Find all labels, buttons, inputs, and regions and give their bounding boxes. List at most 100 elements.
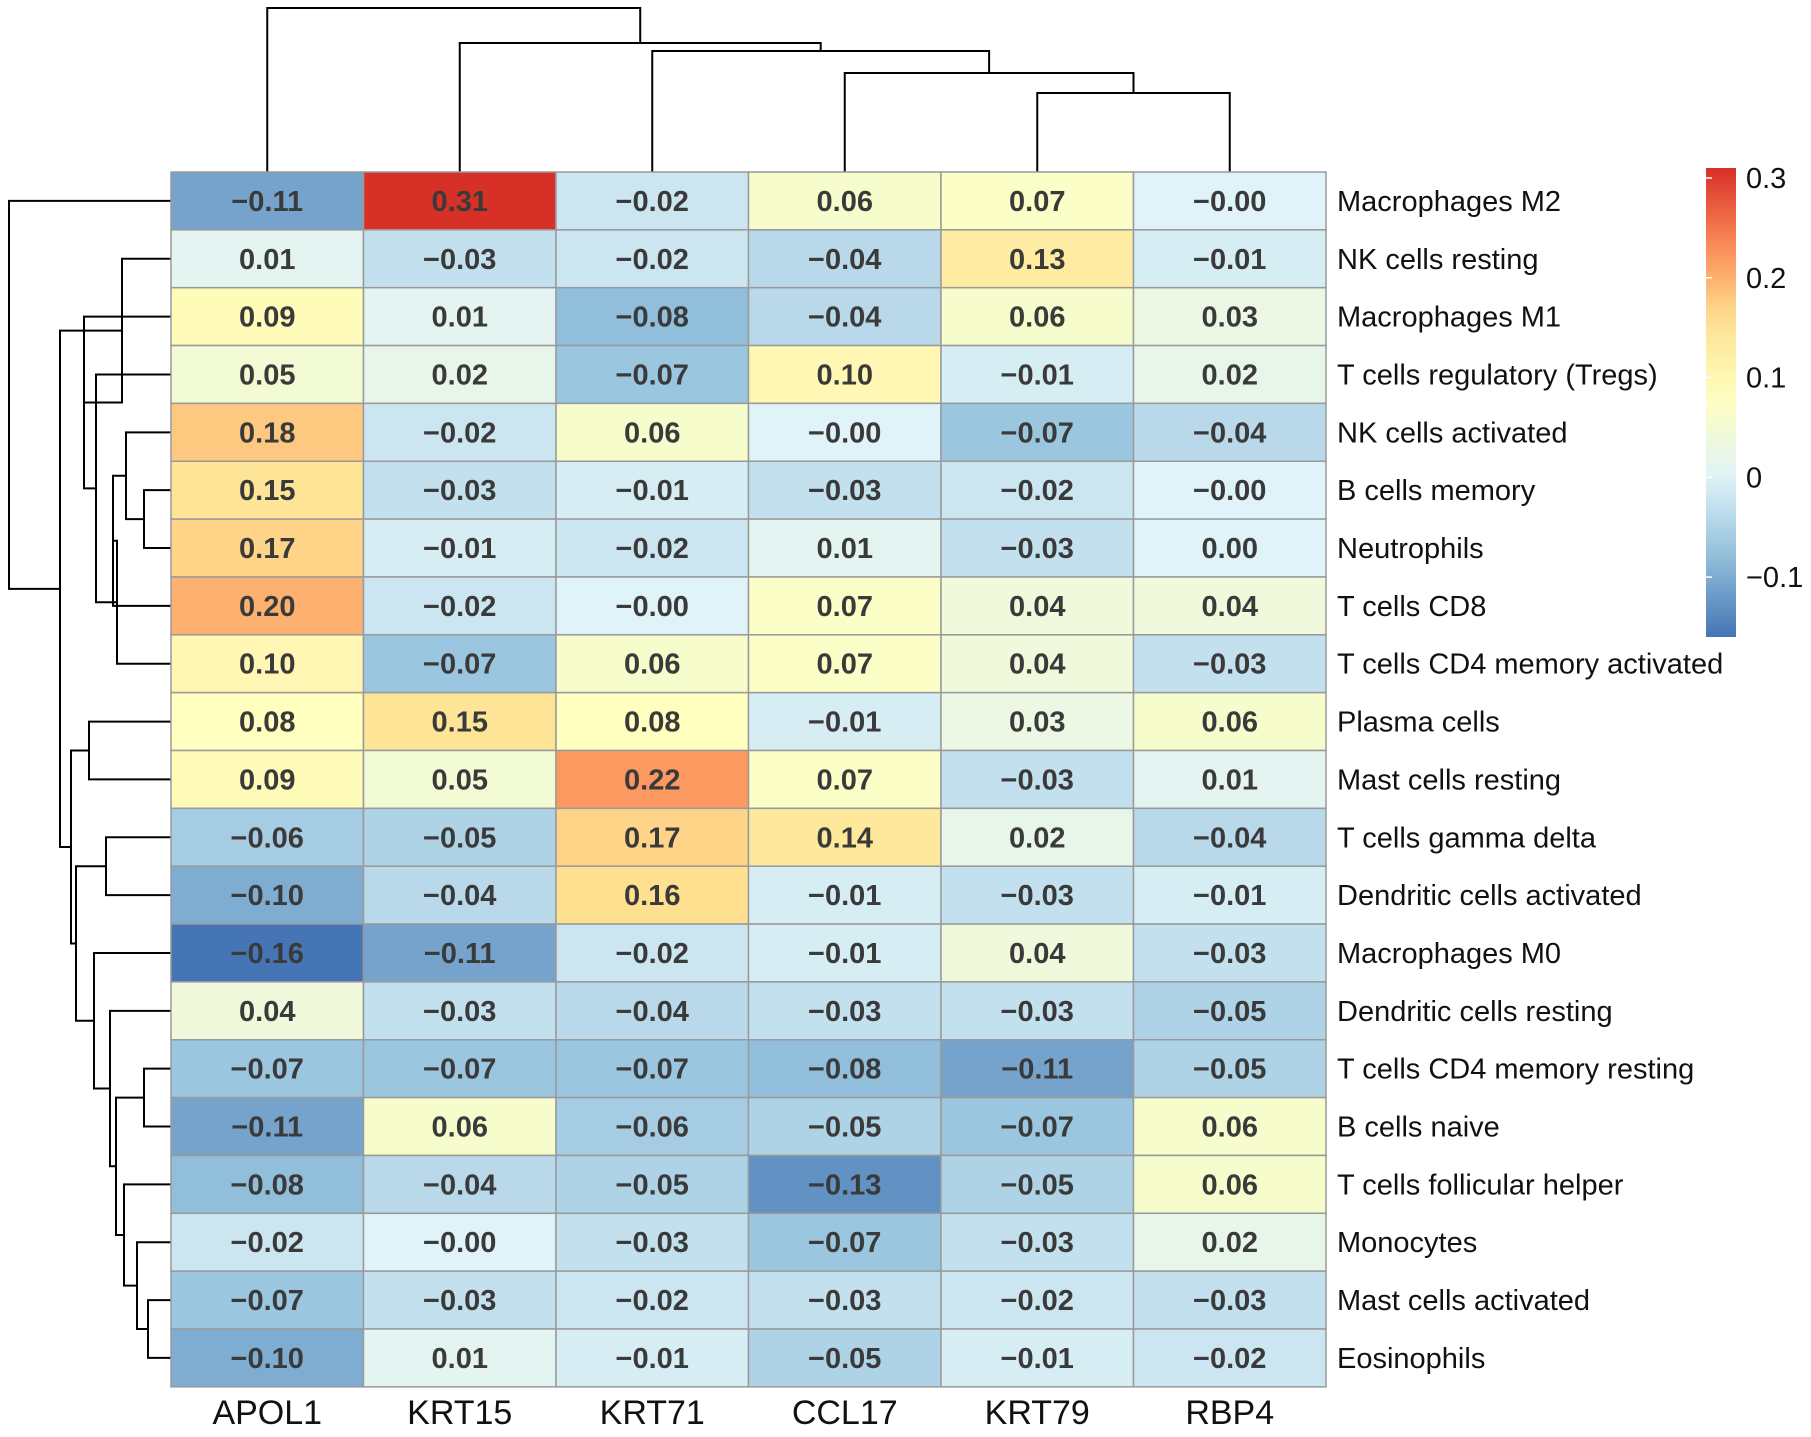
- cell-value-label: −0.04: [1193, 822, 1266, 854]
- cell-value-label: 0.01: [239, 244, 295, 276]
- cell-value-label: −0.10: [231, 1343, 304, 1375]
- heatmap-cell: [362, 981, 557, 1041]
- cell-value-label: 0.04: [1009, 649, 1065, 681]
- heatmap-cell: [362, 1328, 557, 1388]
- heatmap-cell: [940, 749, 1135, 810]
- cell-value-label: 0.07: [817, 649, 873, 681]
- cell-value-label: −0.01: [1001, 359, 1074, 391]
- cell-value-label: −0.11: [231, 1112, 303, 1144]
- heatmap-cell: [747, 1212, 942, 1272]
- cell-value-label: 0.05: [239, 359, 295, 391]
- cell-value-label: 0.09: [239, 764, 295, 796]
- cell-value-label: 0.01: [432, 1343, 488, 1375]
- cell-value-label: −0.01: [1193, 244, 1266, 276]
- colorbar-tick-label: 0: [1746, 462, 1762, 494]
- cell-value-label: −0.04: [423, 880, 496, 912]
- heatmap-cell: [170, 286, 365, 347]
- heatmap-cell: [555, 1039, 750, 1099]
- cell-value-label: −0.05: [808, 1343, 881, 1375]
- cell-value-label: −0.03: [808, 475, 881, 507]
- cell-value-label: 0.04: [239, 996, 295, 1028]
- row-label: Macrophages M0: [1337, 938, 1561, 970]
- heatmap-cell: [1132, 1039, 1327, 1099]
- cell-value-label: −0.04: [423, 1169, 496, 1201]
- cell-value-label: 0.31: [432, 186, 488, 218]
- heatmap-cell: [1132, 576, 1327, 636]
- cell-value-label: 0.17: [624, 822, 680, 854]
- heatmap-cell: [170, 691, 365, 752]
- row-label: Mast cells activated: [1337, 1285, 1590, 1317]
- cell-value-label: −0.05: [1193, 1054, 1266, 1086]
- cell-value-label: −0.11: [1001, 1054, 1073, 1086]
- cell-value-label: −0.05: [1001, 1169, 1074, 1201]
- cell-value-label: −0.11: [424, 938, 496, 970]
- row-branch: [143, 489, 171, 550]
- row-branch: [8, 199, 171, 590]
- heatmap-cell: [170, 1328, 365, 1388]
- cell-value-label: 0.07: [817, 591, 873, 623]
- heatmap-cell: [940, 460, 1135, 520]
- heatmap-cell: [170, 344, 365, 405]
- heatmap-cell: [362, 923, 557, 983]
- row-branch: [70, 749, 89, 945]
- cell-value-label: 0.17: [239, 533, 295, 565]
- cell-value-label: 0.14: [817, 822, 873, 854]
- heatmap-cells: −0.11 0.31 −0.02 0.06 0.07 −0.00 0.01 −0.03 −0.0…: [170, 171, 1327, 1388]
- heatmap-cell: [1132, 691, 1327, 752]
- cell-value-label: 0.09: [239, 302, 295, 334]
- cell-value-label: 0.02: [1202, 1227, 1258, 1259]
- row-branch: [115, 1096, 144, 1236]
- row-label: NK cells resting: [1337, 244, 1538, 276]
- row-label: T cells gamma delta: [1337, 822, 1597, 854]
- row-branch: [113, 539, 171, 665]
- cell-value-label: 0.02: [1009, 822, 1065, 854]
- column-label: KRT15: [407, 1394, 512, 1432]
- heatmap-cell: [940, 1270, 1135, 1330]
- cell-value-label: −0.01: [1193, 880, 1266, 912]
- cell-value-label: 0.06: [1202, 707, 1258, 739]
- cell-value-label: −0.03: [1193, 938, 1266, 970]
- heatmap-cell: [362, 634, 557, 694]
- row-label: Dendritic cells activated: [1337, 880, 1642, 912]
- cell-value-label: −0.02: [1001, 1285, 1074, 1317]
- cell-value-label: 0.16: [624, 880, 680, 912]
- heatmap-cell: [747, 1154, 942, 1215]
- heatmap-cell: [1132, 1328, 1327, 1388]
- cell-value-label: −0.07: [808, 1227, 881, 1259]
- cell-value-label: −0.07: [231, 1285, 304, 1317]
- cell-value-label: −0.00: [1193, 186, 1266, 218]
- heatmap-cell: [555, 807, 750, 867]
- cell-value-label: −0.03: [1001, 764, 1074, 796]
- column-label: KRT71: [600, 1394, 705, 1432]
- cell-value-label: 0.04: [1009, 938, 1065, 970]
- heatmap-cell: [555, 402, 750, 462]
- heatmap-cell: [1132, 807, 1327, 867]
- column-branch: [458, 42, 822, 172]
- heatmap-cell: [940, 634, 1135, 694]
- heatmap-cell: [940, 1154, 1135, 1215]
- cell-value-label: −0.03: [1001, 996, 1074, 1028]
- row-label: B cells memory: [1337, 475, 1536, 507]
- heatmap-cell: [362, 344, 557, 405]
- cell-value-label: −0.02: [423, 417, 496, 449]
- row-branch: [105, 836, 171, 897]
- row-label: Dendritic cells resting: [1337, 996, 1613, 1028]
- cell-value-label: −0.03: [1001, 880, 1074, 912]
- heatmap-cell: [170, 402, 365, 462]
- cell-value-label: −0.03: [1193, 649, 1266, 681]
- heatmap-cell: [940, 1039, 1135, 1099]
- heatmap-cell: [362, 1096, 557, 1157]
- column-branch: [1036, 92, 1231, 172]
- row-label: T cells follicular helper: [1337, 1169, 1624, 1201]
- cell-value-label: −0.03: [808, 996, 881, 1028]
- cell-value-label: −0.08: [231, 1169, 304, 1201]
- cell-value-label: −0.10: [231, 880, 304, 912]
- cell-value-label: 0.01: [817, 533, 873, 565]
- row-label: Plasma cells: [1337, 707, 1500, 739]
- row-branch: [123, 1183, 171, 1287]
- cell-value-label: −0.07: [1001, 417, 1074, 449]
- colorbar-gradient: [1706, 168, 1736, 637]
- heatmap-cell: [1132, 1096, 1327, 1157]
- cell-value-label: 0.06: [1009, 302, 1065, 334]
